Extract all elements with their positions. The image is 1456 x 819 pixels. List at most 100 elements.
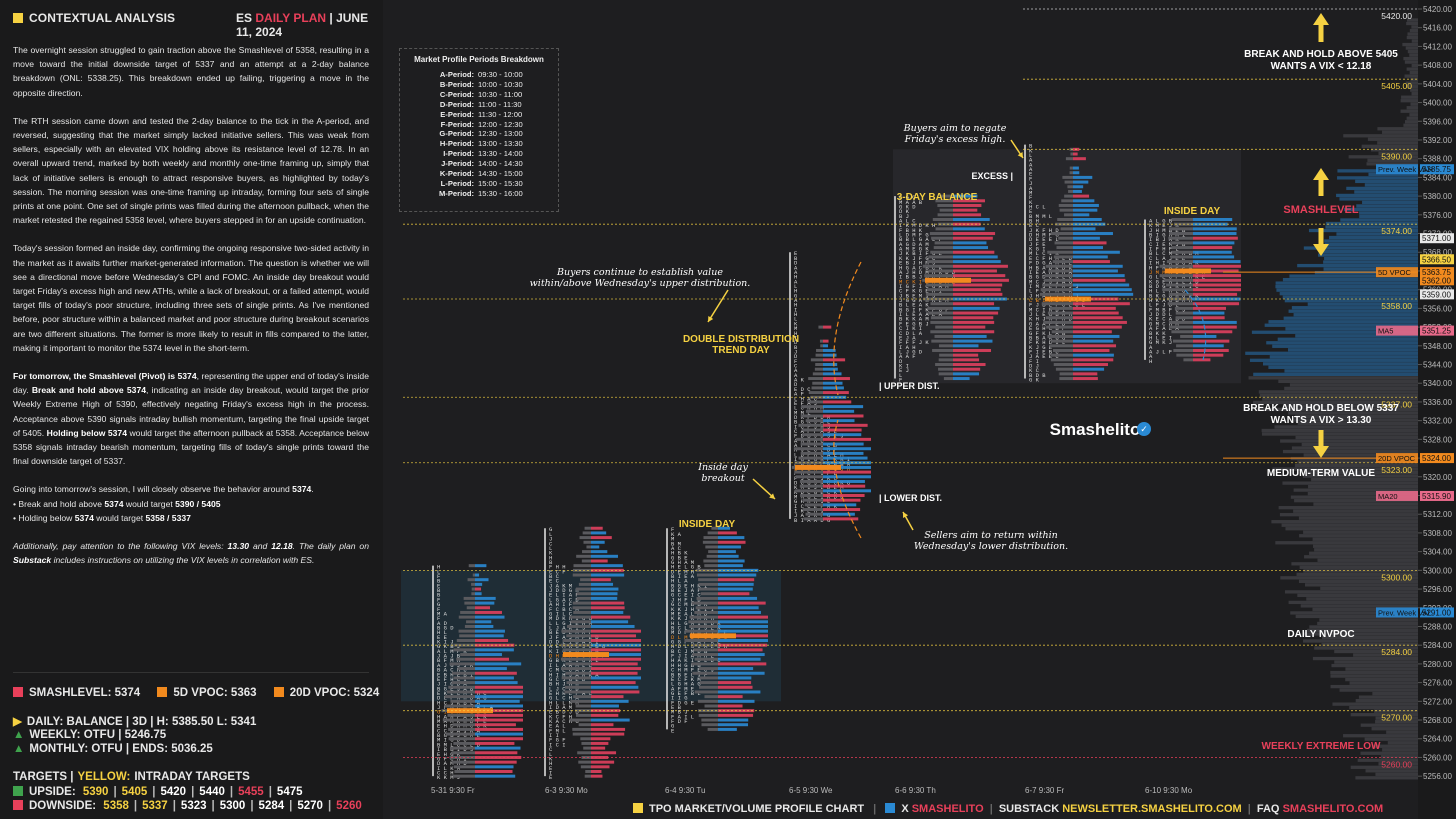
tpo-volume-bar (823, 508, 861, 512)
tpo-volume-bar (718, 648, 763, 652)
tpo-letters: D (899, 358, 903, 365)
tpo-volume-bar (1073, 348, 1110, 352)
tpo-histogram-bar (576, 596, 591, 600)
tpo-letters: G I L C (549, 610, 573, 617)
tpo-letters: F C B C M (549, 606, 579, 613)
volume-bar (1272, 344, 1418, 348)
tpo-volume-bar (1073, 320, 1127, 324)
tpo-volume-bar (591, 554, 618, 558)
tpo-histogram-bar (1062, 175, 1073, 179)
side-tag-box (1376, 267, 1418, 278)
volume-bar (1406, 67, 1418, 71)
tpo-volume-bar (1193, 264, 1241, 268)
tpo-histogram-bar (1047, 334, 1073, 338)
tpo-volume-bar (475, 573, 480, 577)
volume-bar (1403, 56, 1418, 61)
tpo-volume-bar (823, 405, 864, 409)
note-arrow-icon-head (903, 512, 909, 518)
footer-x-label: X (901, 803, 909, 815)
tpo-letters: B M M L (1029, 213, 1052, 220)
tpo-histogram-bar (808, 391, 823, 395)
volume-bar (1336, 193, 1418, 198)
volume-bar (1321, 642, 1418, 647)
tpo-volume-bar (718, 727, 737, 731)
price-tick-label: 5304.00 (1423, 548, 1452, 557)
period-time: 11:30 - 12:00 (478, 109, 523, 119)
tpo-letters: F I (1029, 358, 1039, 365)
footer-substack-link[interactable]: NEWSLETTER.SMASHELITO.COM (1062, 803, 1242, 815)
tpo-histogram-bar (575, 704, 591, 708)
tpo-histogram-bar (1170, 241, 1193, 245)
tpo-histogram-bar (1049, 344, 1073, 348)
volume-bar (1368, 172, 1418, 177)
tpo-histogram-bar (448, 727, 475, 731)
tpo-histogram-bar (811, 386, 823, 390)
tpo-volume-bar (1193, 236, 1238, 240)
tpo-volume-bar (591, 695, 624, 699)
tpo-letters: L H A C (794, 395, 818, 402)
tpo-histogram-bar (925, 283, 953, 287)
tpo-histogram-bar (1166, 283, 1193, 287)
volume-bar (1336, 232, 1418, 236)
verified-badge-icon (1137, 422, 1151, 436)
tpo-volume-bar (591, 718, 630, 722)
tpo-histogram-bar (1056, 246, 1073, 250)
tpo-volume-bar (591, 657, 641, 661)
tpo-volume-bar (591, 690, 640, 694)
tpo-letters: J (794, 348, 797, 355)
volume-bar (1317, 558, 1418, 562)
tpo-histogram-bar (1057, 218, 1073, 222)
tpo-letters: B E J A F (671, 587, 701, 594)
price-tag-box (1420, 233, 1454, 244)
buyers-negate-note: Friday's excess high. (904, 134, 1006, 145)
p6-d: 12.18 (271, 541, 293, 552)
tpo-volume-bar (591, 596, 618, 600)
target-value: 5455 (238, 786, 264, 798)
tpo-volume-bar (718, 695, 743, 699)
tpo-histogram-bar (564, 685, 591, 689)
volume-bar (1309, 625, 1418, 629)
volume-bar (1312, 607, 1418, 612)
tpo-letters: F F F J K (899, 339, 929, 346)
tpo-volume-bar (823, 395, 847, 399)
tpo-letters: G F K L A B (1029, 330, 1066, 337)
tpo-histogram-bar (691, 662, 718, 666)
level-label: 5358.00 (1381, 301, 1412, 311)
price-tick-label: 5416.00 (1423, 24, 1452, 33)
tpo-volume-bar (718, 610, 761, 614)
tpo-letters: D (794, 381, 798, 388)
tpo-histogram-bar (575, 587, 591, 591)
volume-bar (1360, 751, 1418, 755)
volume-bar (1324, 239, 1418, 243)
volume-bar (1258, 390, 1418, 394)
tpo-volume-bar (475, 695, 523, 699)
volume-bar (1296, 572, 1418, 576)
footer-x-handle[interactable]: SMASHELITO (911, 803, 984, 815)
play-icon: ▶ (13, 716, 22, 728)
period-row: K-Period: 14:30 - 15:00 (400, 169, 558, 179)
tpo-histogram-bar (697, 699, 718, 703)
tpo-histogram-bar (689, 615, 718, 619)
footer-faq-link[interactable]: SMASHELITO.COM (1282, 803, 1384, 815)
volume-bar (1299, 534, 1418, 538)
p4-c: Break and hold above 5374 (31, 385, 147, 396)
tpo-volume-bar (591, 592, 618, 596)
tpo-histogram-bar (457, 667, 475, 671)
tpo-histogram-bar (928, 255, 953, 259)
footer-chart-label: TPO MARKET/VOLUME PROFILE CHART (649, 803, 865, 815)
tpo-volume-bar (953, 311, 999, 315)
tpo-histogram-bar (800, 414, 823, 418)
tpo-letters: B A C H C (437, 667, 467, 674)
tpo-histogram-bar (452, 774, 475, 778)
tpo-letters: B (437, 587, 441, 594)
tpo-histogram-bar (1176, 353, 1193, 357)
level-label: 5270.00 (1381, 713, 1412, 723)
volume-bar (1406, 18, 1418, 22)
volume-bar (1297, 593, 1418, 598)
tpo-histogram-bar (453, 676, 475, 680)
tpo-letters: I K M D K H (899, 222, 935, 229)
tpo-histogram-bar (1170, 255, 1193, 259)
tpo-volume-bar (475, 610, 502, 614)
target-sep: | (289, 800, 293, 812)
tpo-volume-bar (591, 704, 619, 708)
